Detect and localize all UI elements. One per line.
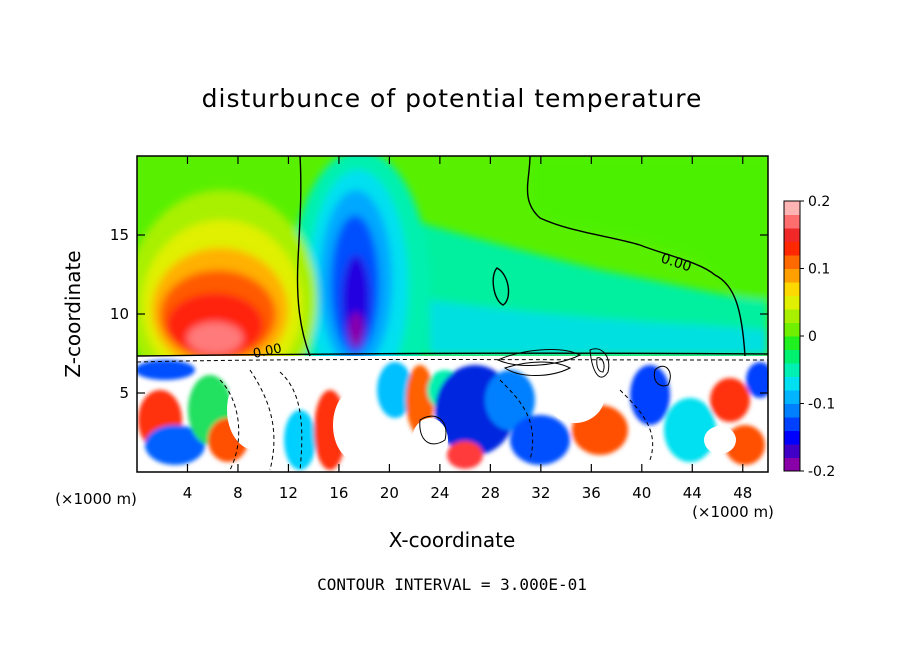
x-tick-label: 4 <box>183 484 193 502</box>
y-axis: 5 10 15 <box>110 226 768 402</box>
x-tick-label: 8 <box>233 484 243 502</box>
y-tick-label: 5 <box>119 384 129 402</box>
colorbar-swatch <box>784 268 800 283</box>
heatmap-field <box>137 156 768 472</box>
colorbar-swatch <box>784 390 800 404</box>
colorbar-swatch <box>784 457 800 472</box>
colorbar-tick-label: -0.2 <box>808 464 835 480</box>
contour-label: 0.00 <box>252 341 283 362</box>
contour-interval-label: CONTOUR INTERVAL = 3.000E-01 <box>317 575 587 594</box>
colorbar-tick-label: -0.1 <box>808 397 835 413</box>
colorbar-swatch <box>784 255 800 269</box>
contour-lines <box>137 156 768 357</box>
x-tick-label: 28 <box>481 484 500 502</box>
colorbar-swatch <box>784 295 800 310</box>
colorbar-tick-label: 0.2 <box>808 194 830 210</box>
colorbar-swatch <box>784 241 800 256</box>
x-tick-label: 32 <box>531 484 550 502</box>
chart-title: disturbunce of potential temperature <box>201 84 703 113</box>
colorbar-swatch <box>784 376 800 391</box>
colorbar-tick-label: 0.1 <box>808 262 830 278</box>
x-unit-left: (×1000 m) <box>55 490 137 508</box>
x-tick-label: 48 <box>733 484 752 502</box>
colorbar-swatch <box>784 336 800 350</box>
colorbar-swatch <box>784 282 800 296</box>
x-tick-label: 16 <box>329 484 348 502</box>
colorbar-swatch <box>784 403 800 418</box>
x-axis: 4 8 12 16 20 24 28 32 36 40 44 48 <box>183 156 752 502</box>
colorbar: 0.2 0.1 0 -0.1 -0.2 <box>783 194 835 480</box>
colorbar-swatch <box>784 430 800 445</box>
y-axis-label: Z-coordinate <box>61 250 85 377</box>
y-tick-label: 10 <box>110 305 129 323</box>
colorbar-swatch <box>784 214 800 229</box>
colorbar-swatch <box>784 363 800 377</box>
x-tick-label: 40 <box>632 484 651 502</box>
x-tick-label: 24 <box>430 484 449 502</box>
colorbar-swatch <box>784 309 800 323</box>
y-tick-label: 15 <box>110 226 129 244</box>
x-tick-label: 44 <box>683 484 702 502</box>
colorbar-swatch <box>784 417 800 431</box>
colorbar-swatch <box>784 322 800 337</box>
x-axis-label: X-coordinate <box>389 528 516 552</box>
colorbar-swatch <box>784 228 800 242</box>
x-unit-right: (×1000 m) <box>692 503 774 521</box>
x-tick-label: 36 <box>582 484 601 502</box>
x-tick-label: 12 <box>279 484 298 502</box>
colorbar-swatch <box>784 444 800 458</box>
colorbar-tick-label: 0 <box>808 329 817 345</box>
colorbar-swatch <box>784 349 800 364</box>
x-tick-label: 20 <box>380 484 399 502</box>
colorbar-swatch <box>784 201 800 215</box>
